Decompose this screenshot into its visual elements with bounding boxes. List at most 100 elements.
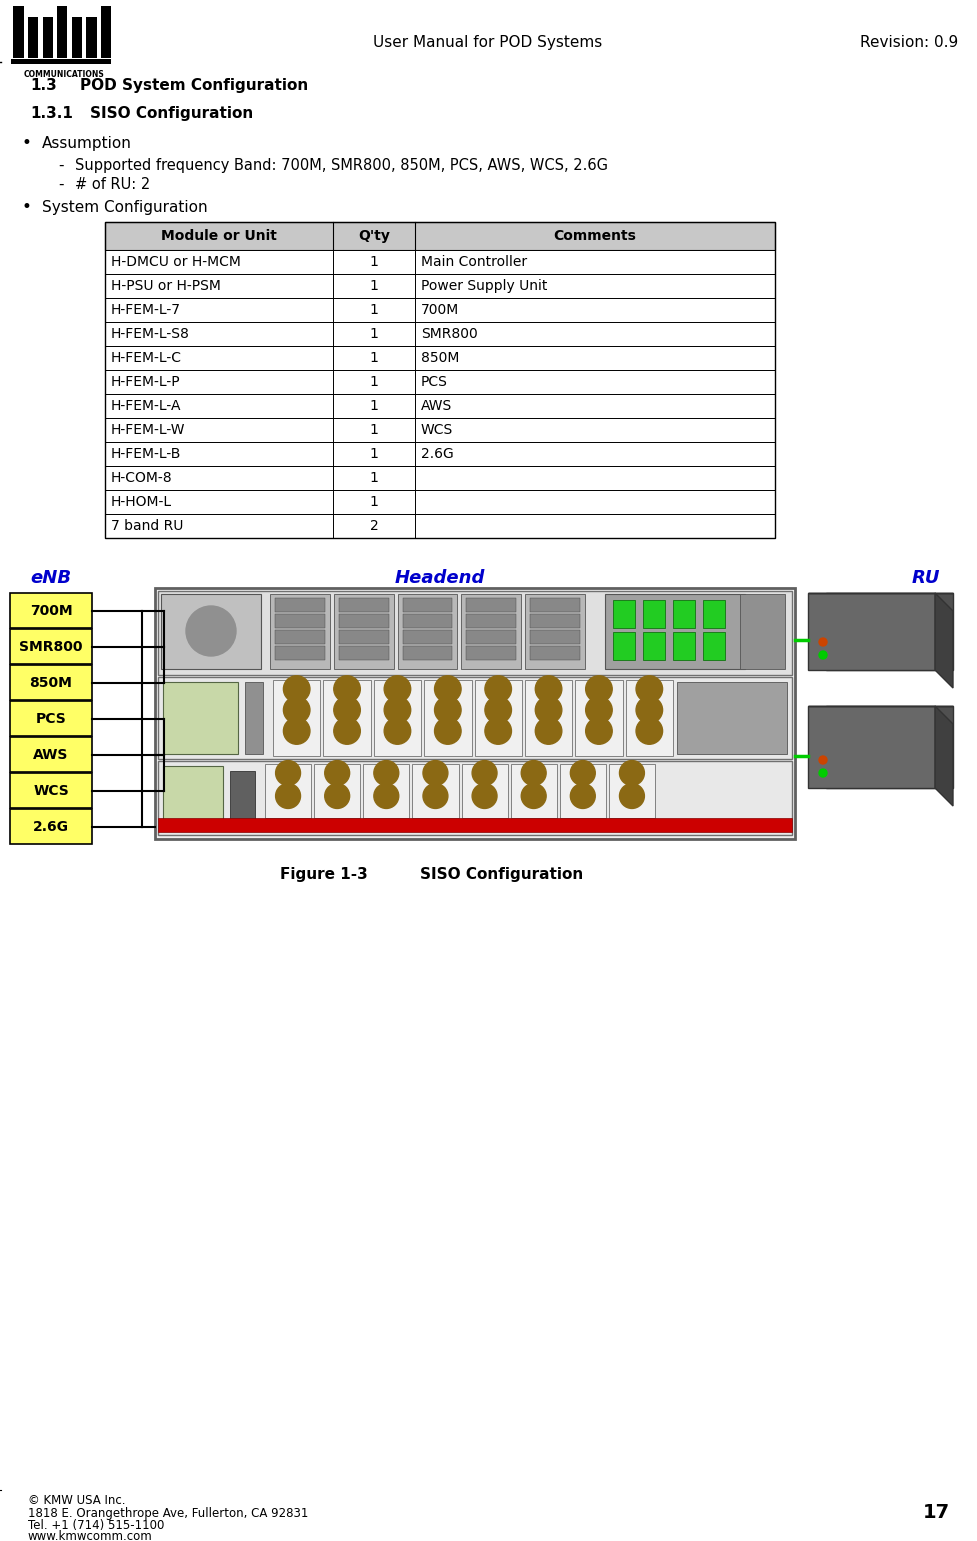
- Circle shape: [435, 676, 461, 703]
- Text: WCS: WCS: [33, 783, 68, 798]
- Bar: [740, 593, 785, 669]
- Bar: [158, 592, 792, 675]
- Text: © KMW USA Inc.: © KMW USA Inc.: [28, 1493, 125, 1507]
- Text: H-FEM-L-7: H-FEM-L-7: [111, 304, 181, 317]
- Circle shape: [485, 718, 511, 744]
- Bar: [525, 680, 573, 757]
- Circle shape: [283, 697, 310, 723]
- Circle shape: [472, 761, 497, 786]
- Text: www.kmwcomm.com: www.kmwcomm.com: [28, 1530, 152, 1541]
- Text: -: -: [58, 177, 64, 191]
- Text: Tel. +1 (714) 515-1100: Tel. +1 (714) 515-1100: [28, 1518, 164, 1532]
- Text: 1: 1: [369, 279, 378, 293]
- Text: H-FEM-L-A: H-FEM-L-A: [111, 399, 182, 413]
- Bar: [703, 599, 725, 629]
- Bar: [339, 598, 389, 612]
- Bar: [339, 630, 389, 644]
- Bar: [72, 17, 82, 59]
- Bar: [531, 598, 580, 612]
- Text: AWS: AWS: [33, 747, 68, 761]
- Bar: [466, 598, 516, 612]
- Bar: [10, 666, 92, 700]
- Circle shape: [585, 697, 613, 723]
- Circle shape: [636, 676, 662, 703]
- Circle shape: [334, 676, 361, 703]
- Bar: [826, 593, 953, 670]
- Circle shape: [535, 718, 562, 744]
- Bar: [105, 394, 775, 418]
- Text: Main Controller: Main Controller: [421, 254, 528, 270]
- Text: 1.3: 1.3: [30, 77, 57, 92]
- Bar: [11, 59, 111, 63]
- Circle shape: [636, 697, 662, 723]
- Bar: [339, 613, 389, 629]
- Circle shape: [585, 676, 613, 703]
- Bar: [163, 766, 223, 831]
- Bar: [105, 515, 775, 538]
- Bar: [424, 680, 472, 757]
- Bar: [575, 680, 622, 757]
- Bar: [10, 629, 92, 664]
- Bar: [105, 370, 775, 394]
- Text: RU: RU: [912, 569, 940, 587]
- Text: H-FEM-L-S8: H-FEM-L-S8: [111, 327, 190, 341]
- Circle shape: [324, 783, 350, 809]
- Text: 1: 1: [369, 254, 378, 270]
- Circle shape: [819, 757, 827, 764]
- Circle shape: [374, 783, 399, 809]
- Text: PCS: PCS: [421, 374, 447, 388]
- Text: SISO Configuration: SISO Configuration: [90, 105, 253, 120]
- Text: eNB: eNB: [30, 569, 71, 587]
- Polygon shape: [935, 593, 953, 687]
- Text: H-DMCU or H-MCM: H-DMCU or H-MCM: [111, 254, 241, 270]
- Text: 1: 1: [369, 351, 378, 365]
- Text: Headend: Headend: [395, 569, 486, 587]
- Text: 1818 E. Orangethrope Ave, Fullerton, CA 92831: 1818 E. Orangethrope Ave, Fullerton, CA …: [28, 1507, 309, 1519]
- Text: 1: 1: [369, 399, 378, 413]
- Bar: [625, 680, 673, 757]
- Text: Comments: Comments: [554, 230, 636, 243]
- Circle shape: [571, 761, 595, 786]
- Bar: [673, 599, 695, 629]
- Text: 2.6G: 2.6G: [421, 447, 453, 461]
- Text: Revision: 0.9: Revision: 0.9: [860, 34, 958, 49]
- Text: # of RU: 2: # of RU: 2: [75, 177, 150, 191]
- Circle shape: [535, 697, 562, 723]
- Text: H-FEM-L-P: H-FEM-L-P: [111, 374, 181, 388]
- Text: SMR800: SMR800: [421, 327, 478, 341]
- Text: 1: 1: [369, 327, 378, 341]
- Text: 2.6G: 2.6G: [33, 820, 69, 834]
- Bar: [677, 683, 787, 754]
- Circle shape: [435, 697, 461, 723]
- Circle shape: [276, 761, 301, 786]
- Bar: [808, 593, 935, 670]
- Text: H-FEM-L-B: H-FEM-L-B: [111, 447, 182, 461]
- Text: Figure 1-3: Figure 1-3: [280, 866, 367, 881]
- Text: PCS: PCS: [35, 712, 66, 726]
- Bar: [275, 598, 324, 612]
- Text: POD System Configuration: POD System Configuration: [80, 77, 309, 92]
- Bar: [14, 6, 23, 59]
- Bar: [161, 593, 261, 669]
- Text: Module or Unit: Module or Unit: [161, 230, 276, 243]
- Bar: [403, 613, 452, 629]
- Text: 1: 1: [369, 495, 378, 509]
- Text: WCS: WCS: [421, 422, 453, 438]
- Bar: [609, 764, 655, 818]
- Circle shape: [423, 783, 447, 809]
- Circle shape: [571, 783, 595, 809]
- Text: SMR800: SMR800: [20, 640, 83, 653]
- Text: 7 band RU: 7 band RU: [111, 519, 184, 533]
- Bar: [105, 347, 775, 370]
- Circle shape: [334, 718, 361, 744]
- Bar: [403, 598, 452, 612]
- Circle shape: [384, 697, 410, 723]
- Bar: [10, 593, 92, 629]
- Circle shape: [472, 783, 497, 809]
- Circle shape: [384, 718, 410, 744]
- Text: SISO Configuration: SISO Configuration: [420, 866, 583, 881]
- Bar: [334, 593, 394, 669]
- Bar: [265, 764, 311, 818]
- Bar: [275, 630, 324, 644]
- Bar: [673, 632, 695, 660]
